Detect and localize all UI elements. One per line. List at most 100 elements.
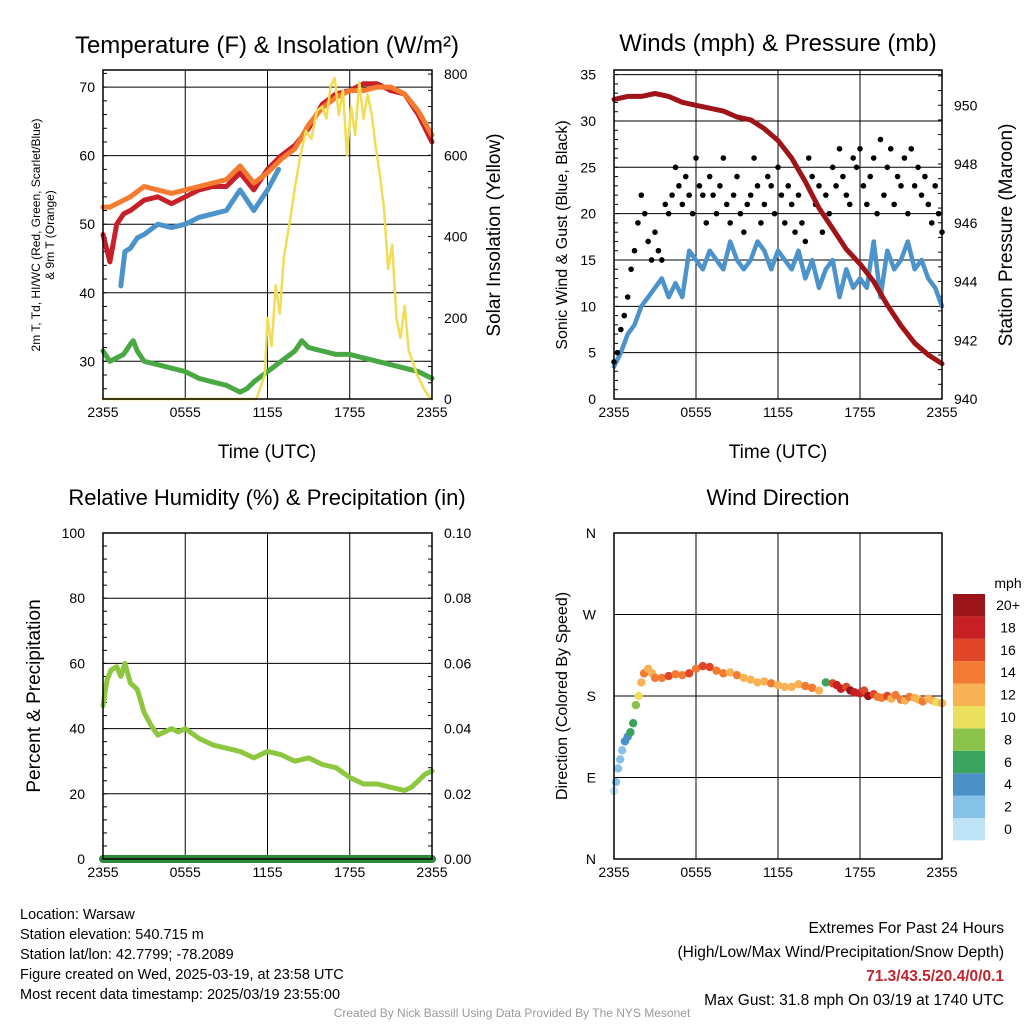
temperature-series-line [118, 166, 281, 289]
gust-point [741, 229, 747, 235]
gust-point [665, 210, 672, 217]
direction-point [631, 700, 641, 710]
station-latlon: Station lat/lon: 42.7799; -78.2089 [20, 947, 234, 963]
y2-tick-label: 950 [954, 97, 978, 113]
gust-point [823, 192, 829, 198]
direction-point [705, 662, 714, 672]
direction-point [746, 675, 755, 684]
colorbar-swatch [953, 594, 985, 617]
x-tick-label: 1155 [763, 404, 793, 420]
y-tick-label: 25 [580, 159, 596, 175]
y-axis-label: Sonic Wind & Gust (Blue, Black) [554, 120, 571, 349]
gust-point [768, 183, 774, 189]
gust-point [860, 183, 867, 189]
direction-point [794, 680, 803, 689]
pressure-line [611, 91, 945, 367]
station-info: Location: Warsaw Station elevation: 540.… [20, 905, 344, 1005]
y2-tick-label: 942 [954, 332, 978, 348]
temperature-series-line [100, 338, 435, 395]
colorbar-swatch [953, 616, 985, 639]
gust-point [819, 229, 826, 235]
direction-point [615, 755, 625, 764]
gust-point [850, 155, 856, 161]
recent-timestamp: Most recent data timestamp: 2025/03/19 2… [20, 987, 341, 1003]
credit-line: Created By Nick Bassill Using Data Provi… [333, 1006, 691, 1020]
y-axis-label: & 9m T (Orange) [43, 190, 57, 280]
direction-point [821, 678, 831, 687]
gust-point [864, 201, 870, 208]
y-tick-label: 30 [79, 353, 95, 369]
direction-point [814, 686, 824, 695]
colorbar-swatch [953, 706, 985, 729]
direction-point [671, 670, 680, 679]
x-tick-label: 2355 [926, 404, 957, 420]
y-tick-label: E [587, 770, 596, 786]
gust-point [764, 173, 771, 180]
gust-point [891, 201, 897, 208]
y2-tick-label: 948 [954, 156, 978, 172]
chart-panel-1: 2355 0555 1155 1755 2355 30 40 50 60 70 0 200 400 600… [29, 32, 505, 463]
gust-point [795, 192, 802, 198]
y-tick-label: 0 [588, 391, 596, 407]
temperature-series-line [100, 84, 435, 210]
colorbar-label: 12 [1000, 687, 1016, 703]
gust-point [747, 192, 754, 198]
extremes-title: Extremes For Past 24 Hours [808, 920, 1004, 937]
gust-point [645, 238, 651, 245]
y-tick-label: S [587, 688, 596, 704]
gust-point [734, 173, 740, 180]
direction-point [684, 669, 694, 678]
direction-point [725, 668, 735, 677]
colorbar-label: 10 [1000, 709, 1016, 725]
gust-point [758, 220, 764, 226]
temperature-series-line [100, 81, 435, 265]
colorbar-label: 8 [1004, 731, 1012, 747]
y-tick-label: 5 [588, 345, 596, 361]
y-tick-label: 35 [580, 67, 596, 83]
gust-point [638, 192, 645, 198]
colorbar-swatch [953, 773, 985, 796]
gust-point [785, 183, 792, 189]
gust-point [628, 266, 634, 273]
colorbar-swatch [953, 818, 985, 841]
direction-point [626, 728, 635, 737]
chart-panel-2: 2355 0555 1155 1755 235505101520253035940942… [554, 30, 1017, 463]
gust-point [846, 201, 853, 208]
gust-point [624, 294, 631, 300]
x-tick-label: 1755 [334, 864, 365, 880]
colorbar-label: 18 [1000, 619, 1016, 635]
x-axis-label: Time (UTC) [218, 442, 317, 463]
y2-tick-label: 0.04 [444, 721, 471, 737]
colorbar-label: 2 [1004, 799, 1012, 815]
temperature-series-line [101, 76, 434, 401]
gust-point [662, 201, 669, 208]
gust-point [761, 201, 768, 208]
gust-point [788, 201, 795, 208]
gust-point [836, 145, 843, 152]
direction-point [780, 682, 790, 692]
plot-border [102, 69, 433, 400]
x-tick-label: 1755 [844, 864, 875, 880]
y-axis-label: 2m T, Td, HI/WC (Red, Green, Scarlet/Blu… [29, 119, 43, 352]
y2-tick-label: 800 [444, 66, 468, 82]
y2-tick-label: 200 [444, 310, 468, 326]
y-tick-label: 40 [79, 285, 95, 301]
direction-point [801, 681, 810, 691]
direction-point [732, 670, 742, 680]
gust-point [915, 164, 921, 171]
x-tick-label: 2355 [926, 864, 957, 880]
colorbar-swatch [953, 728, 985, 751]
y2-axis-label: Solar Insolation (Yellow) [484, 133, 505, 336]
colorbar-label: 4 [1004, 776, 1012, 792]
colorbar-swatch [953, 638, 985, 662]
direction-point [611, 777, 621, 787]
gust-point [881, 192, 887, 198]
x-tick-label: 2355 [416, 404, 447, 420]
gust-point [843, 192, 850, 198]
gust-point [713, 210, 720, 217]
y-tick-label: N [586, 525, 596, 541]
y-tick-label: N [586, 851, 596, 867]
y2-tick-label: 944 [954, 274, 978, 290]
max-gust: Max Gust: 31.8 mph On 03/19 at 1740 UTC [704, 992, 1004, 1009]
